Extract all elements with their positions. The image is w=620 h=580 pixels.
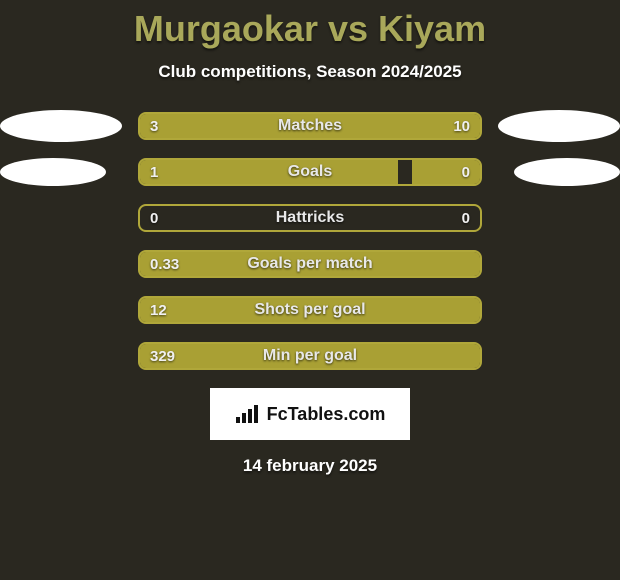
stats-chart: 310Matches 10Goals 00Hattricks 0.33Goals pe… <box>0 112 620 370</box>
stat-row: 00Hattricks <box>0 204 620 232</box>
stat-row: 10Goals <box>0 158 620 186</box>
stat-label: Goals <box>140 160 480 184</box>
player-a-name: Murgaokar <box>134 8 318 49</box>
stat-label: Shots per goal <box>140 298 480 322</box>
stat-bar: 310Matches <box>138 112 482 140</box>
stat-bar: 10Goals <box>138 158 482 186</box>
stat-bar: 0.33Goals per match <box>138 250 482 278</box>
logo-box: FcTables.com <box>210 388 410 440</box>
stat-label: Goals per match <box>140 252 480 276</box>
vs-separator: vs <box>328 8 368 49</box>
logo-text: FcTables.com <box>267 404 386 425</box>
stat-row: 12Shots per goal <box>0 296 620 324</box>
player-b-name: Kiyam <box>378 8 486 49</box>
stat-label: Hattricks <box>140 206 480 230</box>
player-b-logo-placeholder <box>498 110 620 142</box>
comparison-title: Murgaokar vs Kiyam <box>0 0 620 50</box>
stat-row: 329Min per goal <box>0 342 620 370</box>
subtitle: Club competitions, Season 2024/2025 <box>0 62 620 82</box>
player-a-logo-placeholder <box>0 110 122 142</box>
chart-bars-icon <box>235 403 261 425</box>
date-label: 14 february 2025 <box>0 456 620 476</box>
player-a-logo-placeholder <box>0 158 106 186</box>
stat-bar: 12Shots per goal <box>138 296 482 324</box>
stat-label: Matches <box>140 114 480 138</box>
player-b-logo-placeholder <box>514 158 620 186</box>
stat-row: 0.33Goals per match <box>0 250 620 278</box>
stat-row: 310Matches <box>0 112 620 140</box>
stat-bar: 329Min per goal <box>138 342 482 370</box>
stat-label: Min per goal <box>140 344 480 368</box>
stat-bar: 00Hattricks <box>138 204 482 232</box>
